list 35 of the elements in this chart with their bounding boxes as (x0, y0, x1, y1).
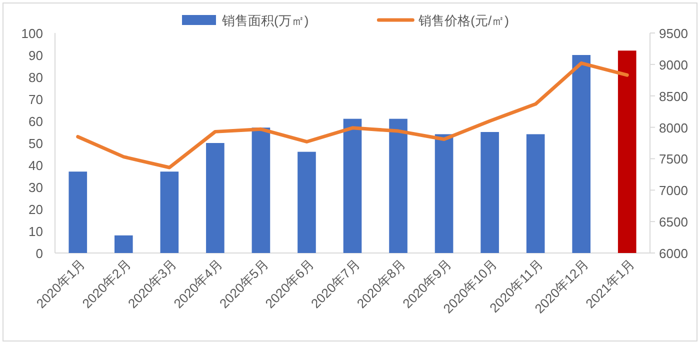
bar (206, 143, 224, 253)
y2-tick-label: 8500 (659, 88, 688, 104)
bar (160, 172, 179, 253)
bar (298, 152, 316, 253)
bar (434, 134, 454, 253)
bar (480, 132, 499, 253)
y2-tick-label: 9500 (659, 26, 688, 41)
y2-tick-label: 7500 (659, 152, 688, 167)
y-tick-label: 40 (28, 158, 43, 173)
y-tick-label: 10 (28, 224, 43, 239)
y-tick-label: 20 (28, 202, 43, 217)
line-series (76, 61, 629, 170)
y2-tick-label: 6000 (659, 246, 688, 261)
legend-label: 销售面积(万㎡) (221, 13, 309, 28)
bar (526, 134, 545, 253)
y2-tick-label: 7000 (659, 183, 688, 198)
y-tick-label: 100 (21, 26, 43, 41)
y-tick-label: 50 (28, 136, 43, 151)
bar (68, 172, 88, 253)
y2-tick-label: 8000 (659, 120, 688, 136)
bar (252, 128, 270, 253)
y2-tick-label: 6500 (659, 214, 688, 230)
y2-tick-label: 9000 (659, 57, 688, 72)
y-tick-label: 70 (28, 92, 43, 107)
y-tick-label: 0 (36, 246, 43, 261)
bar (114, 235, 133, 253)
y-tick-label: 60 (28, 114, 43, 129)
bar (389, 118, 408, 253)
y-tick-label: 80 (28, 70, 43, 85)
y-tick-label: 90 (28, 48, 43, 63)
bar (572, 55, 590, 253)
bar (618, 50, 636, 253)
legend-label: 销售价格(元/㎡) (418, 13, 509, 28)
bar (343, 118, 362, 253)
y-tick-label: 30 (28, 180, 43, 195)
